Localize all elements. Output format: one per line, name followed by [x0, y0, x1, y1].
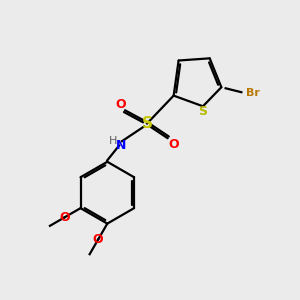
Text: S: S — [142, 116, 153, 131]
Text: Br: Br — [246, 88, 260, 98]
Text: O: O — [168, 138, 179, 151]
Text: O: O — [59, 211, 70, 224]
Text: N: N — [116, 139, 127, 152]
Text: H: H — [108, 136, 117, 146]
Text: S: S — [198, 105, 207, 118]
Text: O: O — [115, 98, 126, 111]
Text: O: O — [93, 233, 104, 246]
